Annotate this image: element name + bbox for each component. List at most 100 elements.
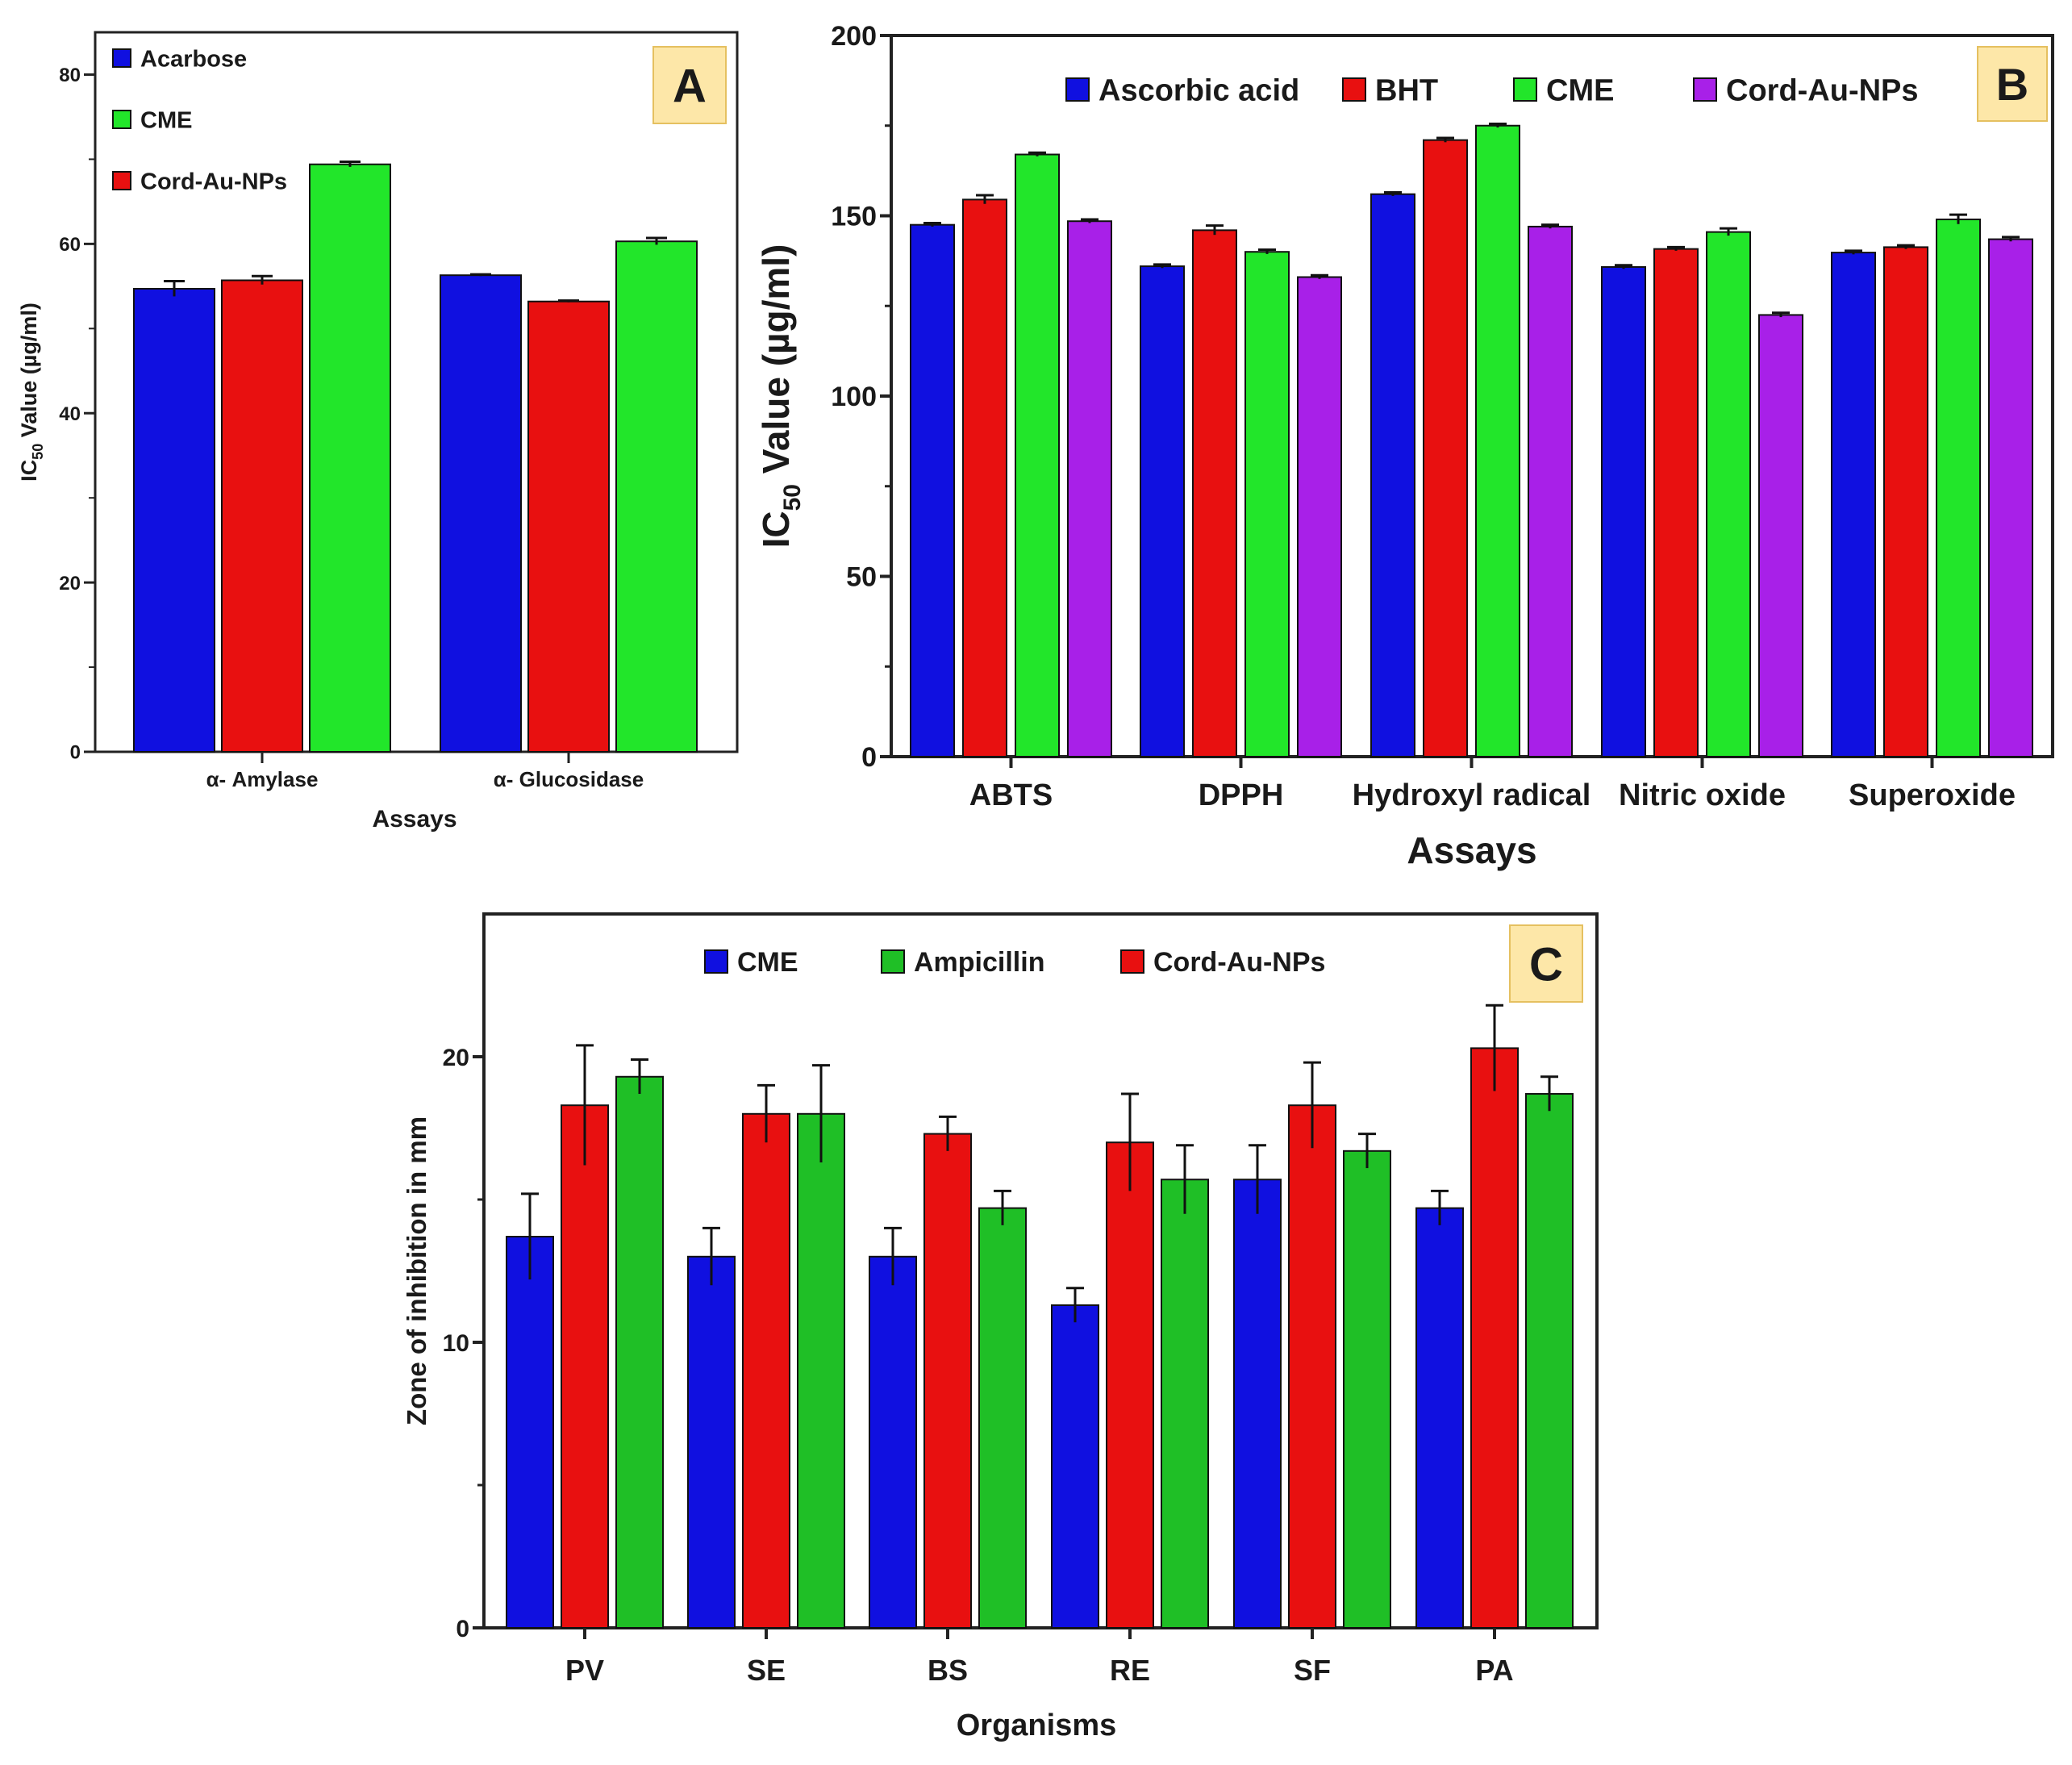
legend-swatch bbox=[1513, 77, 1537, 102]
legend-swatch bbox=[112, 171, 131, 190]
bar-bht bbox=[962, 198, 1007, 757]
y-tick-label: 10 bbox=[443, 1330, 469, 1357]
legend-swatch bbox=[704, 949, 728, 974]
bar-ascorbic-acid bbox=[1601, 265, 1646, 757]
x-category-label: PA bbox=[1475, 1654, 1513, 1687]
bar-cme bbox=[309, 163, 391, 753]
bar-cord-au-nps bbox=[1288, 1104, 1336, 1629]
bar-cord-au-nps bbox=[1528, 225, 1573, 758]
panel-badge-letter: C bbox=[1529, 938, 1563, 991]
bar-cme bbox=[1706, 231, 1751, 757]
panel-badge-letter: A bbox=[673, 60, 707, 112]
y-axis-label: Zone of inhibition in mm bbox=[402, 1116, 431, 1425]
panel-badge bbox=[1509, 924, 1583, 1003]
y-tick-label: 80 bbox=[59, 65, 81, 86]
x-category-label: α- Amylase bbox=[206, 767, 319, 791]
x-axis-label: Assays bbox=[1407, 829, 1536, 871]
chart-panel-b: 0 50 100 150 200 ABTS DPPH Hydroxyl radical Nitr… bbox=[755, 21, 2054, 871]
bar-bht bbox=[1192, 229, 1237, 757]
bar-cme bbox=[1475, 124, 1520, 757]
chart-panel-a: 0 20 40 60 80 α- Amylase α- Glucosidase Assays I… bbox=[17, 31, 739, 832]
x-category-label: PV bbox=[565, 1654, 604, 1687]
y-tick-label: 20 bbox=[59, 573, 81, 595]
legend-swatch bbox=[112, 110, 131, 129]
bar-cme bbox=[615, 240, 698, 753]
bar-cord-au-nps bbox=[1067, 220, 1112, 757]
legend-swatch bbox=[881, 949, 905, 974]
bar-ampicillin bbox=[1161, 1179, 1209, 1629]
bar-cord-au-nps bbox=[561, 1104, 609, 1629]
bar-cord-au-nps bbox=[1470, 1047, 1519, 1629]
bar-cord-au-nps bbox=[742, 1112, 790, 1629]
y-tick-label: 60 bbox=[59, 234, 81, 256]
bar-ascorbic-acid bbox=[910, 223, 955, 757]
legend-swatch bbox=[1065, 77, 1090, 102]
y-tick-label: 0 bbox=[861, 742, 877, 773]
panel-badge-letter: B bbox=[1996, 59, 2028, 110]
y-tick-label: 0 bbox=[456, 1616, 469, 1642]
bar-acarbose bbox=[440, 274, 522, 753]
y-tick-label: 50 bbox=[846, 562, 877, 593]
panel-badge bbox=[652, 46, 727, 124]
y-tick-label: 0 bbox=[70, 742, 81, 764]
y-tick-label: 200 bbox=[831, 21, 877, 52]
bar-cme bbox=[1936, 218, 1981, 758]
plot-frame bbox=[890, 34, 2054, 758]
x-category-label: RE bbox=[1110, 1654, 1150, 1687]
legend-label: CME bbox=[140, 107, 192, 133]
bar-cme bbox=[1051, 1304, 1099, 1629]
plot-frame bbox=[482, 912, 1599, 1629]
bar-cord-au-nps bbox=[1758, 314, 1803, 757]
bar-ampicillin bbox=[978, 1207, 1027, 1629]
x-category-label: DPPH bbox=[1199, 778, 1284, 812]
x-axis-label: Organisms bbox=[957, 1709, 1117, 1742]
y-tick-label: 100 bbox=[831, 382, 877, 412]
bar-bht bbox=[1653, 248, 1699, 757]
bar-cme bbox=[1415, 1207, 1464, 1629]
bar-ampicillin bbox=[615, 1075, 664, 1629]
bar-cord-au-nps bbox=[221, 279, 303, 753]
bar-ampicillin bbox=[797, 1112, 845, 1629]
x-axis-label: Assays bbox=[372, 806, 457, 832]
x-category-label: BS bbox=[928, 1654, 968, 1687]
plot-frame bbox=[94, 31, 739, 753]
legend-swatch bbox=[112, 48, 131, 68]
legend-label: Cord-Au-NPs bbox=[1153, 947, 1325, 978]
bar-cme bbox=[1244, 251, 1290, 757]
x-category-label: Superoxide bbox=[1849, 778, 2016, 812]
bar-ampicillin bbox=[1525, 1093, 1574, 1629]
x-category-label: SF bbox=[1294, 1654, 1331, 1687]
x-category-label: SE bbox=[747, 1654, 786, 1687]
x-category-label: ABTS bbox=[969, 778, 1053, 812]
x-category-label: Hydroxyl radical bbox=[1353, 778, 1591, 812]
chart-panel-c: 0 10 20 PV SE BS RE SF PA Organisms Zone of inhibi… bbox=[402, 912, 1599, 1742]
bar-bht bbox=[1883, 246, 1928, 758]
bar-cord-au-nps bbox=[1297, 276, 1342, 757]
legend-swatch bbox=[1693, 77, 1717, 102]
bar-cord-au-nps bbox=[1106, 1141, 1154, 1629]
bar-cord-au-nps bbox=[1988, 238, 2033, 757]
bar-cme bbox=[1233, 1179, 1282, 1629]
y-tick-label: 150 bbox=[831, 202, 877, 232]
x-category-label: Nitric oxide bbox=[1619, 778, 1786, 812]
bar-cme bbox=[869, 1255, 917, 1629]
x-category-label: α- Glucosidase bbox=[494, 767, 644, 791]
y-tick-label: 40 bbox=[59, 403, 81, 425]
bar-ascorbic-acid bbox=[1140, 265, 1185, 757]
bar-bht bbox=[1423, 139, 1468, 757]
bar-ascorbic-acid bbox=[1831, 252, 1876, 757]
legend-label: Ampicillin bbox=[914, 947, 1044, 978]
legend-swatch bbox=[1342, 77, 1366, 102]
panel-badge bbox=[1977, 46, 2048, 122]
legend-label: BHT bbox=[1375, 74, 1438, 108]
bar-ampicillin bbox=[1343, 1150, 1391, 1629]
legend-label: CME bbox=[1546, 74, 1614, 108]
y-axis-label: IC50 Value (µg/ml) bbox=[755, 244, 806, 549]
legend-label: CME bbox=[737, 947, 798, 978]
y-tick-label: 20 bbox=[443, 1045, 469, 1071]
y-axis-label: IC50 Value (µg/ml) bbox=[17, 303, 46, 482]
bar-ascorbic-acid bbox=[1370, 193, 1415, 757]
legend-label: Cord-Au-NPs bbox=[1726, 74, 1919, 108]
legend-label: Acarbose bbox=[140, 46, 247, 72]
